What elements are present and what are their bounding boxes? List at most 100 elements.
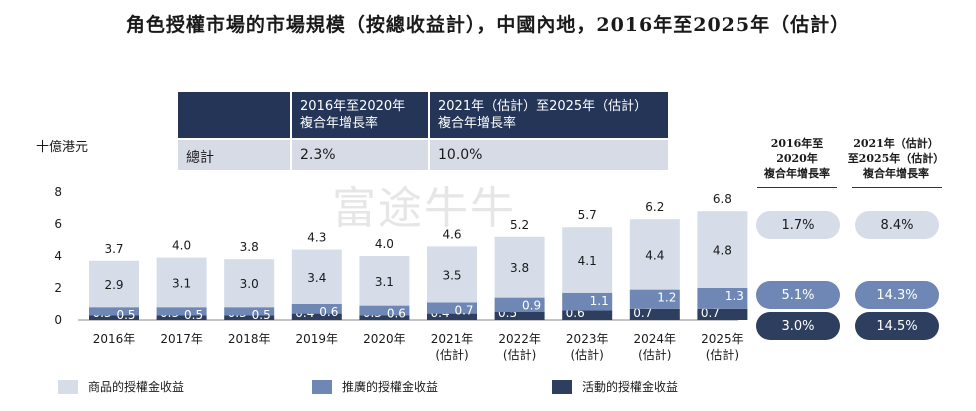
y-tick-label: 4 — [54, 249, 62, 263]
x-tick-label: (估計) — [638, 347, 671, 362]
bar-segment — [562, 227, 613, 293]
legend-promo-swatch — [312, 379, 332, 394]
cagr-pill-promo-2016: 5.1% — [756, 281, 840, 309]
bar-segment — [494, 297, 545, 312]
data-label: 4.8 — [713, 244, 732, 258]
bar-segment — [359, 305, 410, 316]
side-header-1-underline — [757, 187, 837, 188]
total-label: 4.0 — [375, 237, 394, 251]
bar-segment — [697, 211, 748, 288]
x-tick-label: 2024年 — [634, 332, 677, 346]
cagr-pill-promo-2021: 14.3% — [855, 281, 939, 309]
side-header-2-line2: 至2025年（估計） — [847, 152, 945, 165]
data-label: 3.4 — [307, 271, 326, 285]
y-tick-label: 2 — [54, 281, 62, 295]
cagr-pill-event-2021: 14.5% — [855, 312, 939, 340]
data-label: 3.1 — [375, 275, 394, 289]
bar-segment — [629, 308, 680, 320]
data-label: 1.2 — [657, 291, 676, 305]
cagr-pill-event-2016: 3.0% — [756, 312, 840, 340]
bar-segment — [562, 292, 613, 311]
cagr-header-1-line1: 2016年至2020年 — [300, 99, 406, 114]
total-label: 5.2 — [510, 218, 529, 232]
bar-segment — [359, 256, 410, 306]
bar-segment — [224, 259, 275, 308]
bar-segment — [89, 260, 139, 308]
data-label: 0.5 — [252, 308, 271, 322]
data-label: 0.5 — [184, 308, 203, 322]
side-header-2-underline — [852, 187, 942, 188]
cagr-header-1-line2: 複合年增長率 — [300, 116, 379, 131]
data-label: 1.3 — [725, 289, 744, 303]
data-label: 3.8 — [510, 261, 529, 275]
side-header-1-line3: 複合年增長率 — [764, 167, 830, 180]
x-tick-label: 2019年 — [296, 332, 339, 346]
data-label: 0.7 — [633, 306, 652, 320]
data-label: 3.1 — [172, 276, 191, 290]
bar-segment — [427, 313, 477, 320]
bar-segment — [494, 312, 545, 320]
bar-segment — [427, 246, 477, 303]
bar-segment — [224, 315, 275, 320]
y-tick-label: 8 — [54, 185, 62, 199]
y-tick-label: 6 — [54, 217, 62, 231]
bar-segment — [156, 307, 207, 316]
data-label: 0.5 — [116, 308, 135, 322]
cagr-header-2-line2: 複合年增長率 — [438, 116, 517, 131]
data-label: 3.5 — [442, 268, 461, 282]
cagr-pill-merch-2016: 1.7% — [756, 211, 840, 239]
x-tick-label: 2020年 — [363, 332, 406, 346]
x-tick-label: (估計) — [503, 347, 536, 362]
legend-merch-label: 商品的授權金收益 — [88, 380, 185, 394]
total-label: 4.6 — [442, 227, 461, 241]
total-label: 3.7 — [104, 242, 123, 256]
data-label: 4.1 — [578, 254, 597, 268]
bar-segment — [562, 310, 613, 320]
x-tick-label: 2017年 — [160, 332, 203, 346]
data-label: 0.7 — [701, 306, 720, 320]
cagr-header-2-line1: 2021年（估計）至2025年（估計） — [438, 99, 648, 114]
bar-segment — [224, 307, 275, 316]
cagr-pill-merch-2021: 8.4% — [855, 211, 939, 239]
data-label: 1.1 — [590, 294, 609, 308]
x-tick-label: 2022年 — [498, 332, 541, 346]
total-label: 3.8 — [240, 240, 259, 254]
bar-segment — [697, 308, 748, 320]
bar-segment — [629, 219, 680, 290]
legend-merch: 商品的授權金收益 — [58, 378, 184, 395]
total-label: 6.8 — [713, 192, 732, 206]
bar-segment — [89, 315, 139, 320]
bar-segment — [427, 302, 477, 314]
cagr-row-value-2: 10.0% — [430, 140, 668, 170]
bar-segment — [629, 289, 680, 309]
cagr-row-value-1: 2.3% — [292, 140, 428, 170]
x-tick-label: 2016年 — [93, 332, 136, 346]
side-header-1-line2: 2020年 — [776, 152, 818, 165]
side-header-2-line1: 2021年（估計） — [853, 137, 939, 150]
cagr-row-label: 總計 — [178, 140, 290, 170]
legend-promo: 推廣的授權金收益 — [312, 378, 438, 395]
x-tick-label: (估計) — [435, 347, 468, 362]
bar-segment — [291, 304, 342, 314]
legend-event: 活動的授權金收益 — [552, 378, 678, 395]
bar-segment — [494, 236, 545, 298]
x-tick-label: (估計) — [571, 347, 604, 362]
bar-segment — [359, 315, 410, 320]
total-label: 6.2 — [645, 200, 664, 214]
legend-merch-swatch — [58, 379, 78, 394]
data-label: 0.6 — [387, 307, 406, 321]
bar-segment — [156, 315, 207, 320]
y-tick-label: 0 — [54, 313, 62, 327]
cagr-table: 2016年至2020年 複合年增長率 2021年（估計）至2025年（估計） 複… — [178, 92, 668, 172]
data-label: 4.4 — [645, 248, 664, 262]
side-cagr-header-1: 2016年至 2020年 複合年增長率 — [747, 136, 847, 181]
bar-segment — [291, 313, 342, 320]
bar-segment — [291, 249, 342, 304]
bar-segment — [89, 307, 139, 316]
x-tick-label: 2021年 — [431, 332, 474, 346]
unit-label: 十億港元 — [36, 140, 89, 155]
cagr-table-header-1: 2016年至2020年 複合年增長率 — [292, 92, 428, 138]
legend-event-label: 活動的授權金收益 — [582, 380, 679, 394]
x-tick-label: (估計) — [706, 347, 739, 362]
